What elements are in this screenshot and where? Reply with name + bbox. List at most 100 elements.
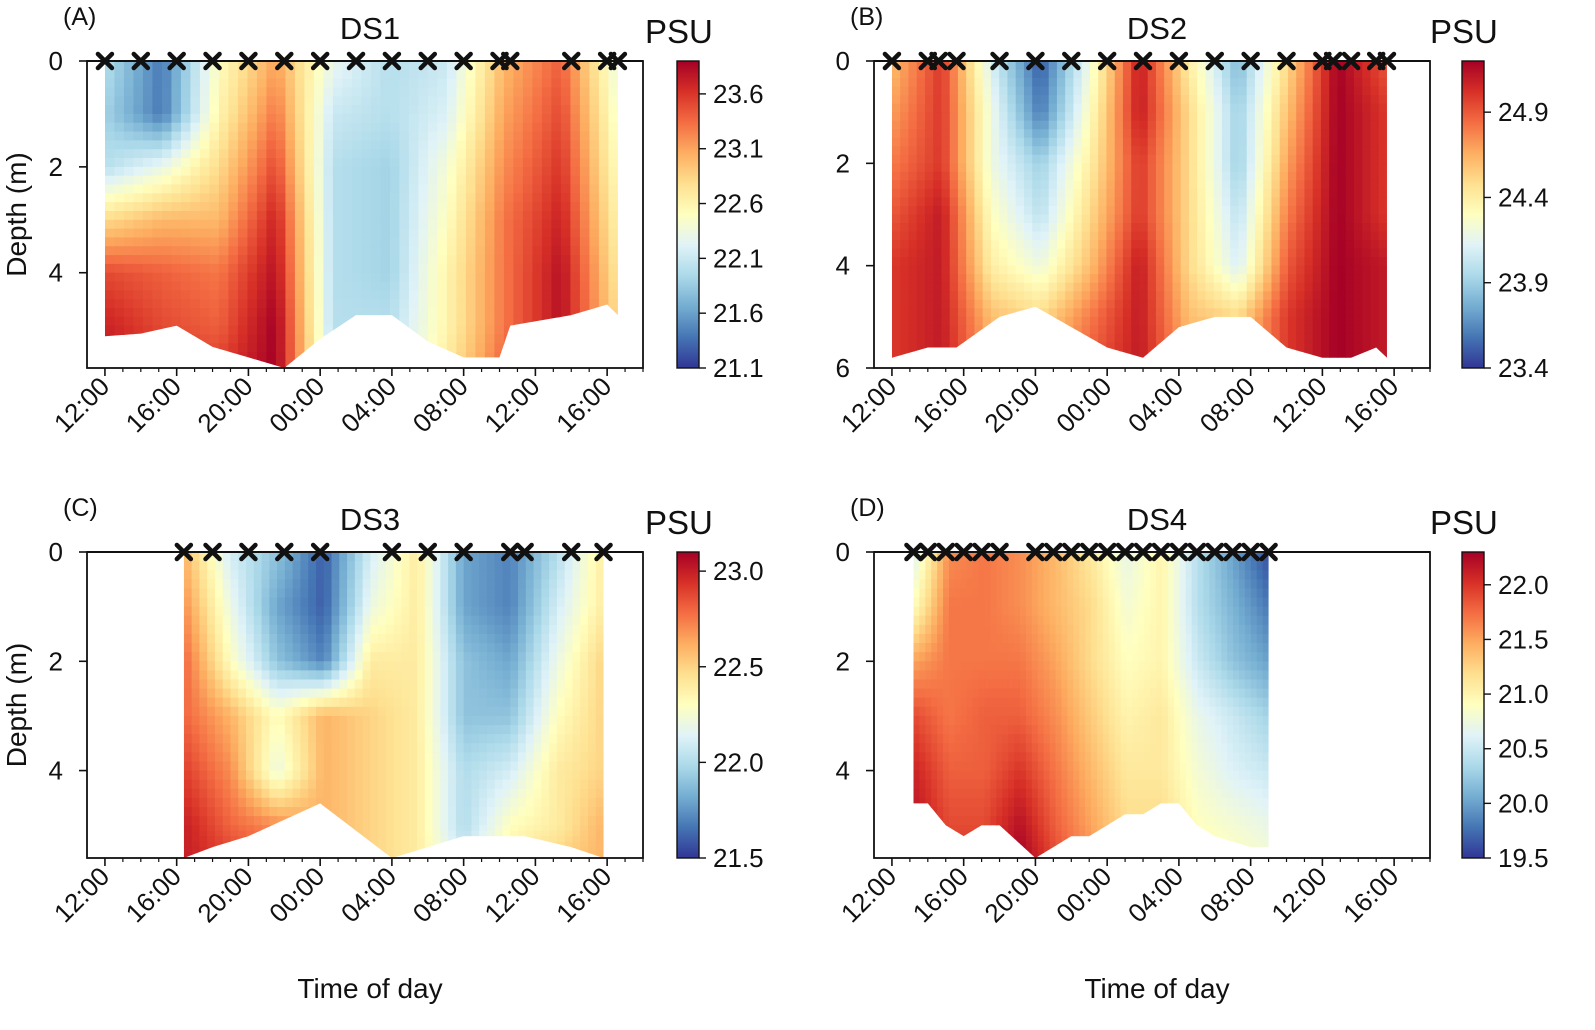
heatmap-cell — [941, 78, 950, 87]
heatmap-cell — [1354, 300, 1363, 309]
heatmap-cell — [1329, 155, 1338, 164]
heatmap-cell — [433, 625, 441, 635]
heatmap-cell — [314, 299, 324, 308]
heatmap-cell — [1007, 291, 1016, 300]
heatmap-cell — [523, 255, 533, 264]
heatmap-cell — [589, 308, 599, 317]
heatmap-cell — [1238, 206, 1247, 215]
heatmap-cell — [215, 652, 223, 662]
heatmap-cell — [171, 114, 181, 123]
heatmap-cell — [1255, 206, 1264, 215]
heatmap-cell — [1362, 351, 1371, 360]
heatmap-cell — [1280, 87, 1289, 96]
heatmap-cell — [941, 112, 950, 121]
heatmap-cell — [588, 598, 596, 608]
heatmap-cell — [1247, 274, 1256, 283]
heatmap-cell — [378, 561, 386, 571]
heatmap-cell — [958, 249, 967, 258]
heatmap-cell — [908, 249, 917, 258]
heatmap-cell — [466, 211, 476, 220]
heatmap-cell — [570, 114, 580, 123]
heatmap-cell — [1370, 172, 1379, 181]
heatmap-cell — [466, 132, 476, 141]
heatmap-cell — [999, 78, 1008, 87]
heatmap-cell — [1255, 274, 1264, 283]
heatmap-cell — [370, 579, 378, 589]
heatmap-cell — [371, 352, 381, 361]
heatmap-cell — [991, 257, 1000, 266]
heatmap-cell — [1205, 112, 1214, 121]
heatmap-cell — [246, 598, 254, 608]
heatmap-cell — [1156, 283, 1165, 292]
heatmap-cell — [304, 176, 314, 185]
heatmap-cell — [570, 70, 580, 79]
heatmap-cell — [557, 598, 565, 608]
heatmap-cell — [1106, 70, 1115, 79]
heatmap-cell — [394, 570, 402, 580]
heatmap-cell — [999, 274, 1008, 283]
heatmap-cell — [925, 325, 934, 334]
heatmap-cell — [190, 114, 200, 123]
heatmap-cell — [580, 70, 590, 79]
heatmap-cell — [1057, 257, 1066, 266]
heatmap-cell — [1337, 121, 1346, 130]
heatmap-cell — [425, 652, 433, 662]
heatmap-cell — [447, 326, 457, 335]
heatmap-cell — [304, 255, 314, 264]
heatmap-cell — [572, 579, 580, 589]
heatmap-cell — [580, 598, 588, 608]
heatmap-cell — [269, 643, 277, 653]
heatmap-cell — [370, 588, 378, 598]
heatmap-cell — [941, 325, 950, 334]
heatmap-cell — [1288, 291, 1297, 300]
heatmap-cell — [565, 625, 573, 635]
heatmap-cell — [181, 176, 191, 185]
heatmap-cell — [1189, 274, 1198, 283]
heatmap-cell — [1362, 232, 1371, 241]
heatmap-cell — [342, 193, 352, 202]
heatmap-cell — [1379, 274, 1388, 283]
heatmap-cell — [266, 114, 276, 123]
heatmap-cell — [485, 149, 495, 158]
heatmap-cell — [1073, 274, 1082, 283]
heatmap-cell — [300, 598, 308, 608]
heatmap-cell — [285, 299, 295, 308]
heatmap-cell — [1123, 180, 1132, 189]
heatmap-cell — [608, 317, 618, 326]
heatmap-cell — [892, 291, 901, 300]
heatmap-cell — [262, 643, 270, 653]
heatmap-cell — [114, 96, 124, 105]
heatmap-cell — [1065, 266, 1074, 275]
heatmap-cell — [1040, 223, 1049, 232]
heatmap-cell — [974, 206, 983, 215]
heatmap-cell — [917, 249, 926, 258]
heatmap-cell — [390, 211, 400, 220]
heatmap-cell — [1205, 129, 1214, 138]
heatmap-cell — [1082, 138, 1091, 147]
heatmap-cell — [933, 138, 942, 147]
heatmap-cell — [143, 87, 153, 96]
heatmap-cell — [339, 643, 347, 653]
heatmap-cell — [433, 652, 441, 662]
heatmap-cell — [352, 185, 362, 194]
heatmap-cell — [228, 132, 238, 141]
heatmap-cell — [378, 625, 386, 635]
heatmap-cell — [1057, 180, 1066, 189]
heatmap-cell — [1172, 283, 1181, 292]
heatmap-cell — [557, 616, 565, 626]
heatmap-cell — [352, 361, 362, 370]
heatmap-cell — [152, 282, 162, 291]
heatmap-cell — [200, 193, 210, 202]
heatmap-cell — [892, 266, 901, 275]
heatmap-cell — [503, 634, 511, 644]
heatmap-cell — [966, 112, 975, 121]
heatmap-cell — [925, 112, 934, 121]
heatmap-cell — [966, 70, 975, 79]
heatmap-cell — [228, 167, 238, 176]
heatmap-cell — [503, 570, 511, 580]
heatmap-cell — [124, 273, 134, 282]
heatmap-cell — [124, 176, 134, 185]
heatmap-cell — [378, 579, 386, 589]
heatmap-cell — [347, 579, 355, 589]
heatmap-cell — [1057, 334, 1066, 343]
